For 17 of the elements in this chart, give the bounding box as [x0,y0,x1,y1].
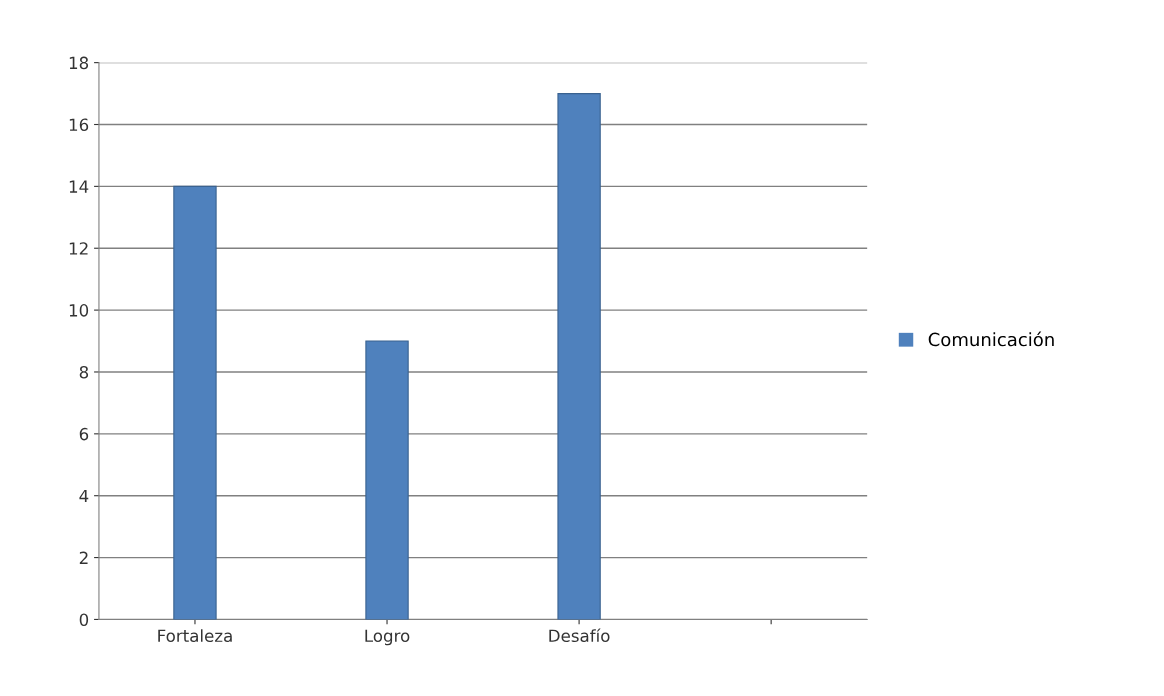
y-tick-label: 4 [79,489,89,503]
y-tick-label: 12 [69,242,88,255]
x-tick-label: Desafío [549,628,610,643]
y-tick-label: 6 [79,427,89,441]
y-tick-label: 16 [69,118,89,132]
legend-label: Comunicación [928,331,1054,347]
x-tick-label: Fortaleza [158,629,232,643]
bar [173,185,217,620]
y-tick-label: 0 [79,613,89,627]
y-tick-label: 8 [79,365,89,379]
y-tick-label: 10 [69,304,89,317]
y-tick-label: 18 [69,56,89,70]
x-tick-label: Logro [365,629,410,646]
bar [557,93,601,620]
y-tick-label: 14 [69,180,89,193]
y-tick-label: 2 [79,551,88,564]
bar [365,340,409,620]
